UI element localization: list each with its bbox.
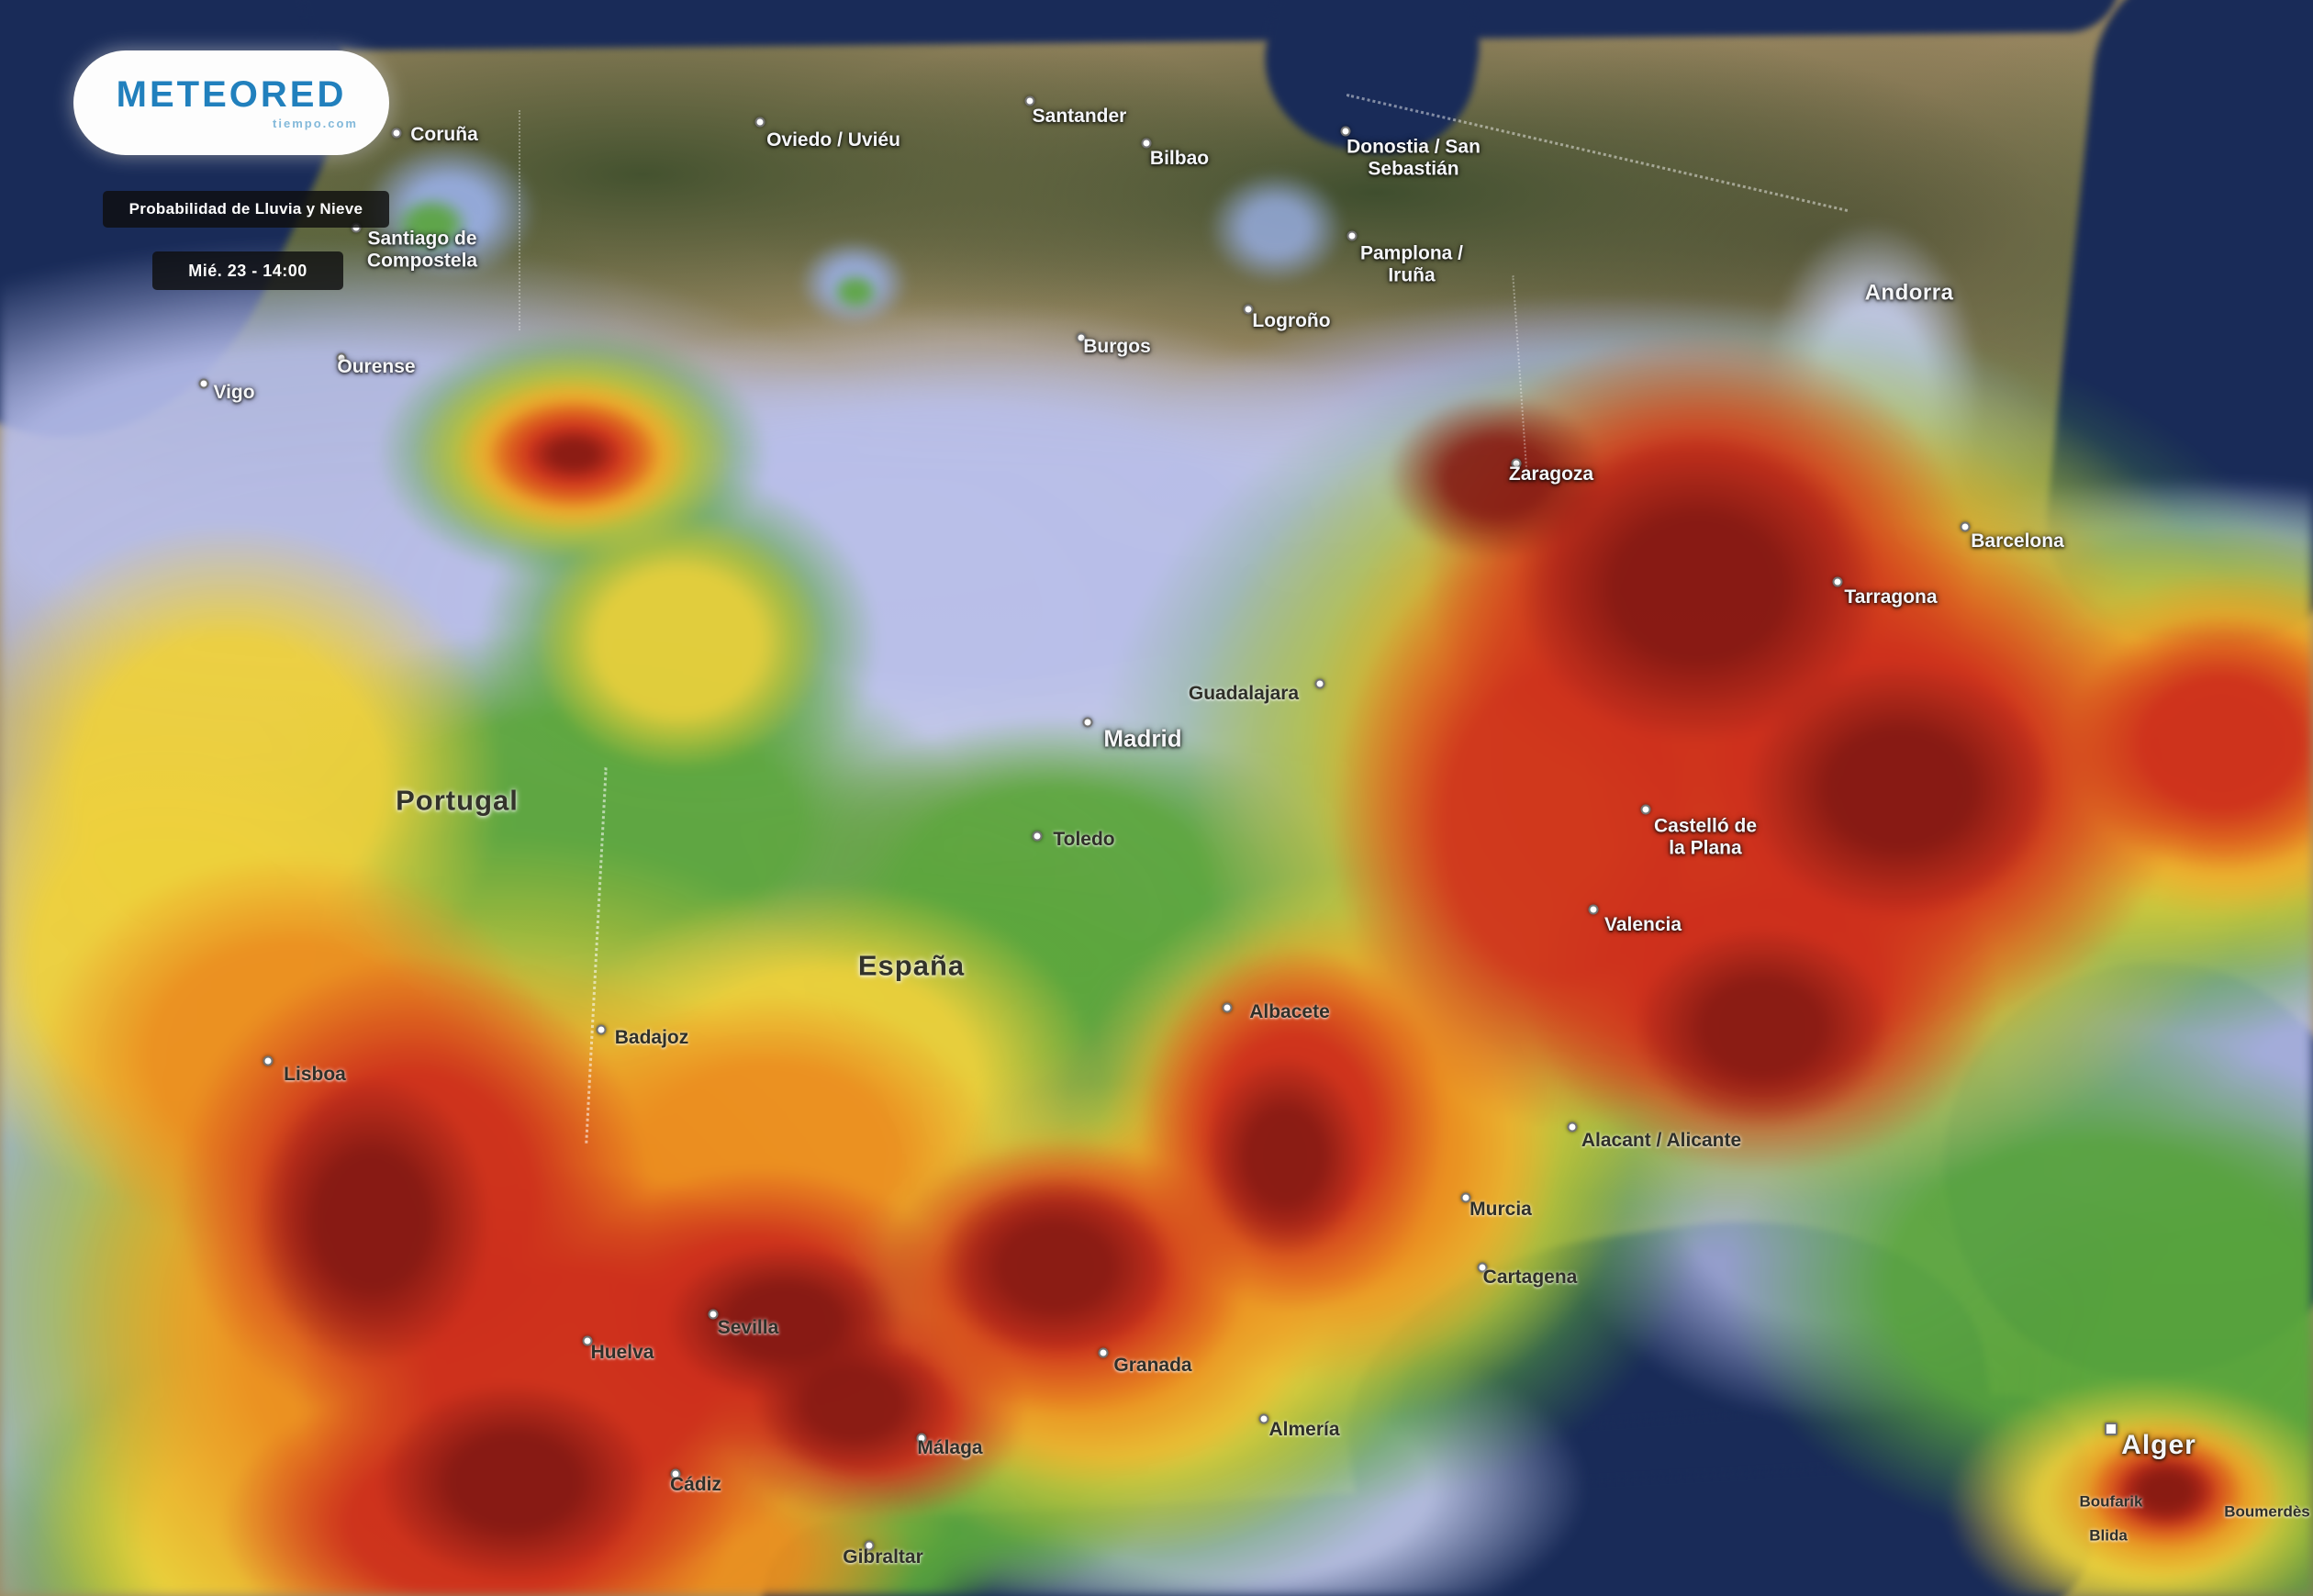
city-marker: [1588, 904, 1599, 915]
city-marker: [1243, 304, 1254, 315]
city-marker: [1141, 138, 1152, 149]
city-marker: [708, 1309, 719, 1320]
country-label: España: [857, 949, 966, 982]
city-label: Alacant / Alicante: [1581, 1130, 1742, 1152]
city-label: Castelló de la Plana: [1653, 815, 1758, 858]
city-label: Almería: [1268, 1419, 1340, 1441]
city-label: Badajoz: [614, 1027, 689, 1049]
city-label: Logroño: [1252, 310, 1331, 332]
city-marker: [1460, 1192, 1471, 1203]
city-label: Toledo: [1053, 829, 1115, 851]
city-label: Guadalajara: [1188, 683, 1300, 705]
city-marker: [596, 1024, 607, 1035]
country-label: Portugal: [396, 784, 519, 817]
city-label: Cartagena: [1482, 1267, 1578, 1289]
city-marker: [1640, 804, 1651, 815]
city-label: Donostia / San Sebastián: [1346, 136, 1481, 179]
city-marker: [1098, 1347, 1109, 1358]
city-marker: [1076, 332, 1087, 343]
brand-logo-text: METEORED: [116, 73, 347, 115]
city-marker: [864, 1540, 875, 1551]
city-label: Bilbao: [1149, 148, 1210, 170]
city-label: Valencia: [1603, 914, 1682, 936]
city-marker: [916, 1433, 927, 1444]
city-label: Ourense: [337, 356, 416, 378]
map-caption-datetime-text: Mié. 23 - 14:00: [188, 261, 307, 280]
city-label: Barcelona: [1971, 530, 2064, 552]
city-label: Granada: [1113, 1355, 1192, 1377]
city-marker: [2105, 1423, 2117, 1435]
city-marker: [754, 117, 765, 128]
city-marker: [1082, 717, 1093, 728]
map-caption-datetime: Mié. 23 - 14:00: [152, 251, 343, 290]
city-marker: [391, 128, 402, 139]
city-label: Málaga: [917, 1437, 983, 1459]
city-label: Huelva: [590, 1342, 654, 1364]
city-marker: [1222, 1002, 1233, 1013]
city-label: Coruña: [410, 124, 478, 146]
city-marker: [1032, 831, 1043, 842]
map-caption-title-text: Probabilidad de Lluvia y Nieve: [128, 200, 363, 218]
city-marker: [1567, 1122, 1578, 1133]
city-label: Lisboa: [284, 1064, 346, 1086]
city-label: Boufarik: [2079, 1492, 2143, 1511]
city-label: Santander: [1032, 106, 1127, 128]
city-label: Albacete: [1249, 1001, 1330, 1023]
city-marker: [1960, 521, 1971, 532]
city-label: Boumerdès: [2224, 1502, 2310, 1521]
city-marker: [1024, 95, 1035, 106]
city-label: Oviedo / Uviéu: [766, 129, 900, 151]
city-label: Vigo: [213, 382, 255, 404]
city-marker: [1346, 230, 1358, 241]
city-marker: [336, 352, 347, 363]
city-label: Pamplona / Iruña: [1359, 242, 1464, 285]
city-label: Gibraltar: [843, 1546, 923, 1568]
city-label: Sevilla: [717, 1317, 779, 1339]
city-marker: [198, 378, 209, 389]
map-caption-title: Probabilidad de Lluvia y Nieve: [103, 191, 389, 228]
city-marker: [263, 1055, 274, 1066]
city-label: Alger: [2121, 1430, 2196, 1461]
city-label: Blida: [2089, 1526, 2128, 1545]
city-marker: [1340, 126, 1351, 137]
city-marker: [1314, 678, 1325, 689]
brand-logo[interactable]: METEORED tiempo.com: [73, 50, 389, 155]
city-label: Santiago de Compostela: [366, 228, 478, 271]
border-province-galicia: [519, 110, 520, 330]
city-marker: [670, 1468, 681, 1479]
city-marker: [1832, 576, 1843, 587]
city-label: Tarragona: [1844, 586, 1938, 608]
brand-logo-tagline: tiempo.com: [273, 116, 358, 130]
city-label: Murcia: [1469, 1199, 1532, 1221]
city-marker: [1511, 458, 1522, 469]
city-label: Andorra: [1864, 280, 1954, 306]
city-label: Burgos: [1083, 336, 1151, 358]
city-label: Zaragoza: [1508, 463, 1594, 485]
city-label: Madrid: [1103, 724, 1182, 753]
city-marker: [582, 1335, 593, 1346]
city-marker: [1258, 1413, 1269, 1424]
city-label: Cádiz: [669, 1474, 722, 1496]
city-marker: [1477, 1262, 1488, 1273]
